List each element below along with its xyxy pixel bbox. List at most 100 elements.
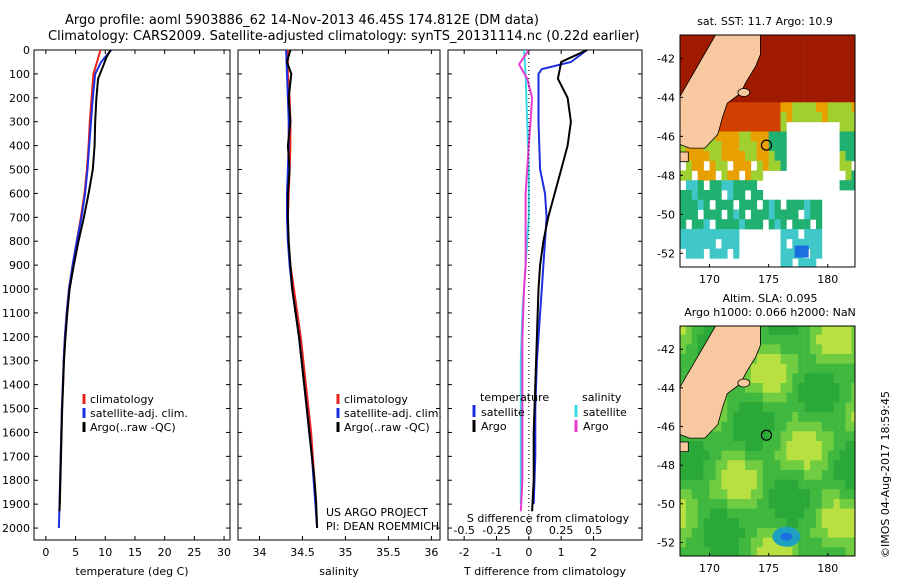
sla-cell bbox=[792, 470, 799, 481]
sla-cell bbox=[745, 470, 752, 481]
sla-cell bbox=[768, 344, 775, 355]
sla-cell bbox=[845, 460, 852, 471]
sla-cell bbox=[721, 470, 728, 481]
sla-cell bbox=[798, 402, 805, 413]
sla-cell bbox=[768, 470, 775, 481]
sst-cell bbox=[727, 229, 734, 240]
sla-cell bbox=[786, 518, 793, 529]
sst-cell bbox=[691, 160, 698, 171]
sla-cell bbox=[839, 518, 846, 529]
sst-cell bbox=[798, 63, 805, 74]
sst-cell bbox=[792, 92, 799, 103]
sst-cell bbox=[810, 112, 817, 123]
sst-cell bbox=[727, 121, 734, 132]
sla-cell bbox=[774, 373, 781, 384]
sla-cell bbox=[827, 344, 834, 355]
sla-cell bbox=[792, 441, 799, 452]
sst-cell bbox=[691, 229, 698, 240]
sla-cell bbox=[851, 479, 855, 490]
sst-cell bbox=[851, 43, 855, 54]
sst-cell bbox=[839, 180, 846, 191]
sst-cell bbox=[715, 160, 722, 171]
sla-cell bbox=[845, 489, 852, 500]
sla-cell bbox=[810, 528, 817, 539]
sla-cell bbox=[721, 518, 728, 529]
sla-cell bbox=[846, 557, 852, 567]
sla-cell bbox=[839, 479, 846, 490]
sla-cell bbox=[792, 547, 799, 556]
sla-cell bbox=[762, 508, 769, 519]
sst-cell bbox=[851, 35, 855, 45]
sst-cell bbox=[786, 199, 793, 210]
sla-cell bbox=[845, 402, 852, 413]
sst-cell bbox=[750, 219, 758, 230]
sst-cell bbox=[750, 141, 758, 152]
sla-cell bbox=[821, 441, 829, 452]
sst-cell bbox=[792, 35, 799, 45]
legend-entry: satellite-adj. clim. bbox=[90, 407, 188, 420]
sla-cell bbox=[756, 402, 764, 413]
sla-cell bbox=[774, 489, 781, 500]
sla-cell bbox=[810, 499, 817, 510]
sla-cell bbox=[816, 441, 823, 452]
sst-cell bbox=[750, 82, 758, 93]
sst-cell bbox=[810, 43, 817, 54]
sst-cell bbox=[792, 209, 799, 220]
sla-cell bbox=[750, 537, 758, 548]
sla-cell bbox=[851, 412, 855, 423]
sst-cell bbox=[768, 199, 775, 210]
sla-cell bbox=[804, 557, 810, 567]
sst-cell bbox=[685, 209, 693, 220]
sla-cell bbox=[768, 499, 775, 510]
sst-cell bbox=[727, 180, 734, 191]
sst-cell bbox=[685, 180, 693, 191]
sla-cell bbox=[810, 450, 817, 461]
sst-cell bbox=[680, 43, 687, 54]
y-tick-label: 1900 bbox=[2, 498, 30, 511]
sla-cell bbox=[851, 392, 855, 403]
sla-cell bbox=[768, 383, 775, 394]
sst-cell bbox=[721, 238, 728, 249]
sla-cell bbox=[774, 460, 781, 471]
sla-cell bbox=[697, 470, 704, 481]
sst-cell bbox=[721, 141, 728, 152]
sla-cell bbox=[733, 489, 740, 500]
sst-cell bbox=[798, 238, 805, 249]
sla-cell bbox=[821, 489, 829, 500]
sla-cell bbox=[810, 537, 817, 548]
sla-cell bbox=[827, 402, 834, 413]
sla-cell bbox=[715, 489, 722, 500]
sst-cell bbox=[780, 82, 787, 93]
sst-cell bbox=[750, 170, 758, 181]
sla-cell bbox=[845, 326, 852, 336]
sla-cell bbox=[680, 431, 687, 442]
map-x-tick-label: 180 bbox=[817, 273, 838, 286]
sla-cell bbox=[685, 354, 693, 365]
sla-cell bbox=[739, 421, 746, 432]
sst-cell bbox=[733, 141, 740, 152]
sst-cell bbox=[739, 219, 746, 230]
sst-cell bbox=[804, 229, 811, 240]
sst-cell bbox=[786, 258, 793, 267]
sla-cell bbox=[780, 450, 787, 461]
sst-cell bbox=[810, 35, 817, 45]
sst-cold-cell bbox=[794, 245, 809, 258]
sla-cell bbox=[774, 383, 781, 394]
sst-cell bbox=[845, 160, 852, 171]
sla-cell bbox=[762, 421, 769, 432]
temperature-profile-panel: 0100200300400500600700800900100011001200… bbox=[2, 44, 231, 578]
sla-cell bbox=[804, 354, 811, 365]
sla-cell bbox=[727, 392, 734, 403]
sla-cell bbox=[691, 344, 698, 355]
sla-cell bbox=[804, 402, 811, 413]
sla-cell bbox=[810, 547, 817, 556]
sla-cell bbox=[691, 518, 698, 529]
sst-cell bbox=[774, 53, 781, 64]
sla-cell bbox=[827, 412, 834, 423]
sst-cell bbox=[721, 219, 728, 230]
sla-cell bbox=[839, 373, 846, 384]
sla-cell bbox=[786, 412, 793, 423]
sla-cell bbox=[739, 518, 746, 529]
sla-cell bbox=[810, 354, 817, 365]
